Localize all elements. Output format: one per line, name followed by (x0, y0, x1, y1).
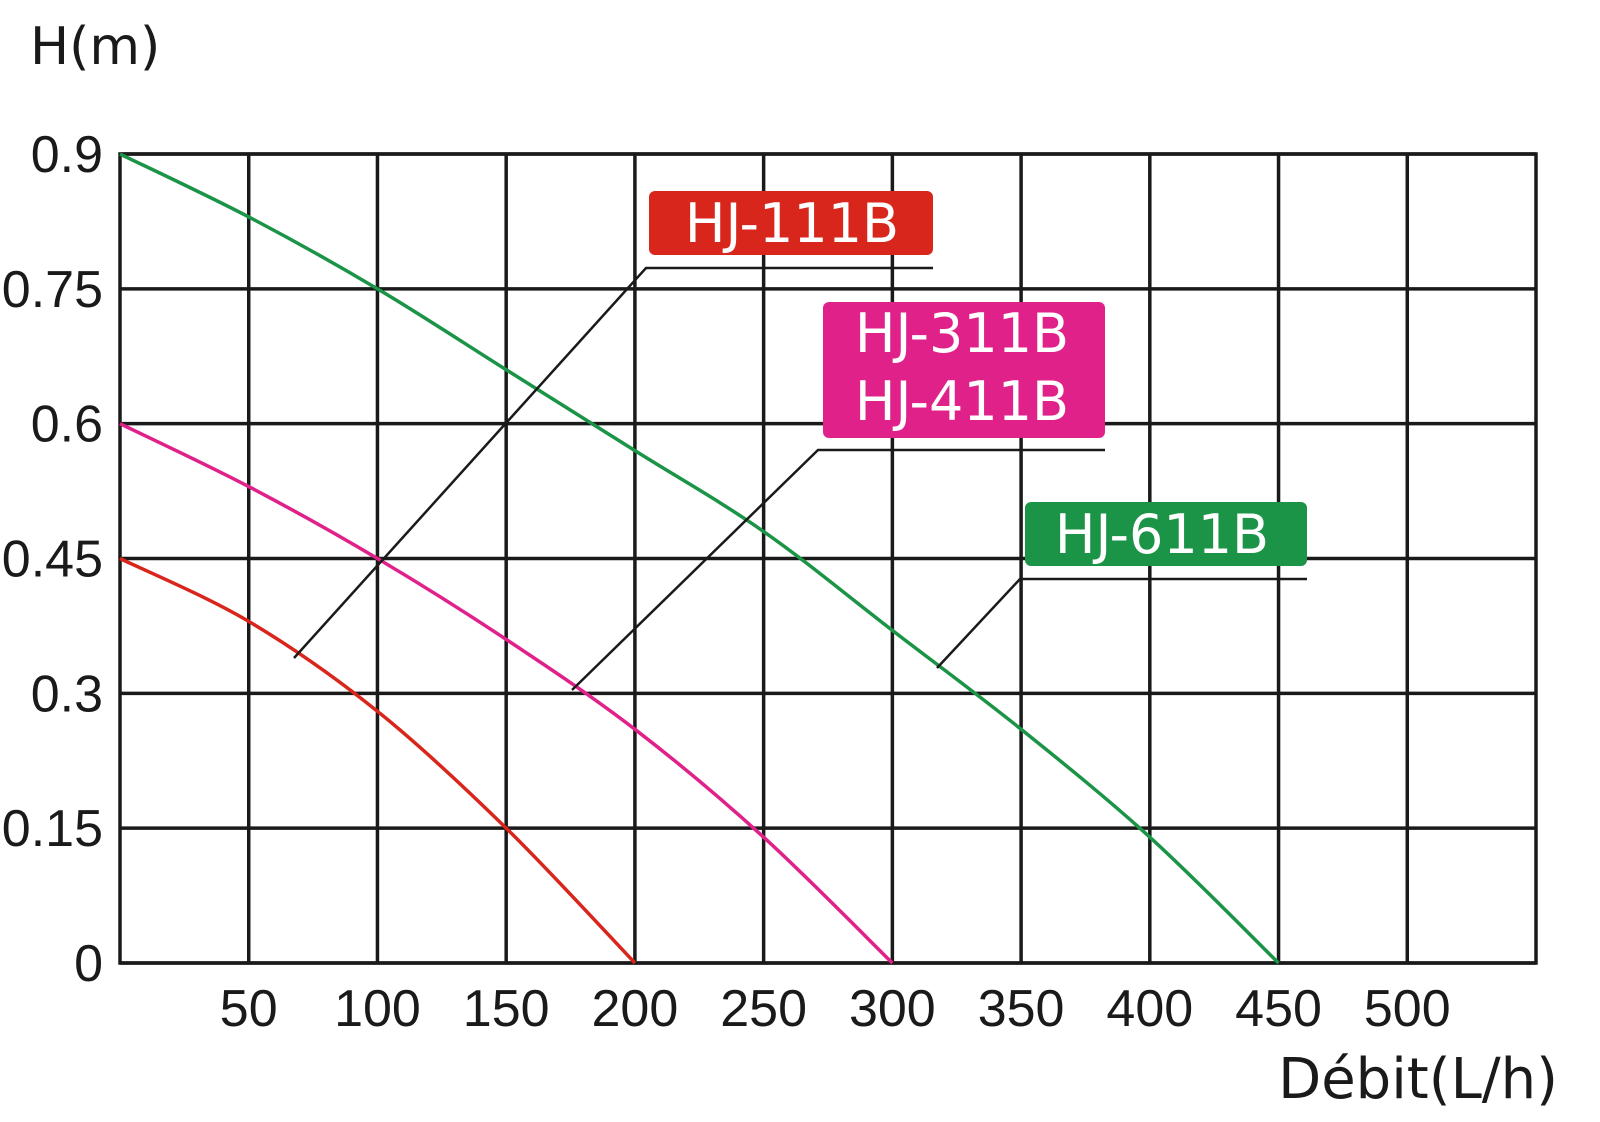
x-tick-label: 150 (463, 980, 550, 1038)
x-axis-title: Débit(L/h) (1278, 1047, 1558, 1112)
series-label-box-1 (823, 302, 1105, 438)
label-leader-line-1 (571, 448, 1105, 691)
y-tick-label: 0.75 (2, 261, 103, 319)
y-tick-label: 0.45 (2, 531, 103, 589)
series-label-text: HJ-611B (1055, 503, 1269, 566)
x-tick-label: 500 (1364, 980, 1451, 1038)
series-label-text: HJ-111B (685, 192, 899, 255)
x-tick-label: 400 (1106, 980, 1193, 1038)
y-tick-label: 0.3 (31, 665, 103, 723)
series-line-1 (119, 422, 894, 965)
x-tick-label: 450 (1235, 980, 1322, 1038)
series-label-text: HJ-311B (855, 302, 1069, 365)
x-tick-label: 100 (334, 980, 421, 1038)
series-label-text: HJ-411B (855, 370, 1069, 433)
y-tick-label: 0.6 (31, 396, 103, 454)
series-line-0 (119, 556, 637, 965)
label-leader-line-0 (293, 266, 933, 659)
x-tick-label: 200 (592, 980, 679, 1038)
y-tick-label: 0.9 (31, 126, 103, 184)
label-leader-line-2 (936, 577, 1307, 669)
y-tick-label: 0 (74, 935, 103, 993)
y-axis-title: H(m) (30, 17, 160, 77)
x-tick-label: 250 (720, 980, 807, 1038)
y-tick-label: 0.15 (2, 800, 103, 858)
series-label-box-0 (649, 191, 933, 255)
series-line-2 (119, 152, 1280, 965)
x-tick-label: 350 (978, 980, 1065, 1038)
series-label-box-2 (1025, 502, 1307, 566)
x-tick-label: 50 (220, 980, 278, 1038)
x-tick-label: 300 (849, 980, 936, 1038)
